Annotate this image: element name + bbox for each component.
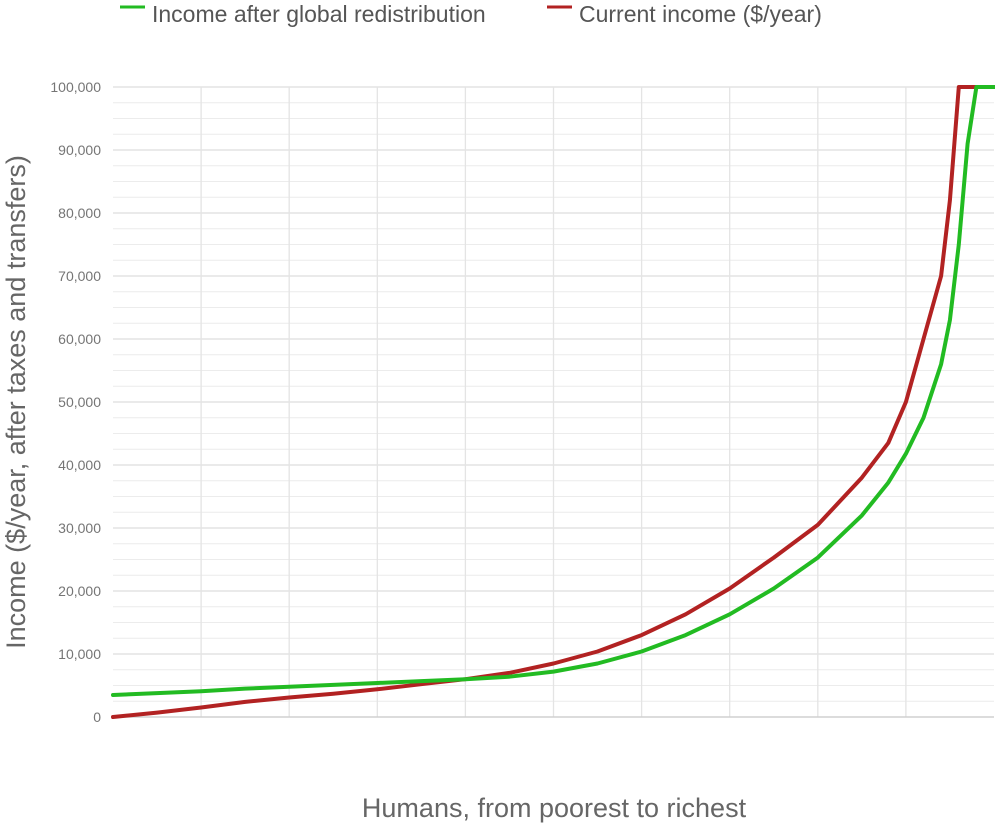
series-line-current: [111, 85, 995, 719]
legend: Income after global redistribution Curre…: [120, 1, 822, 27]
legend-label-redistribution: Income after global redistribution: [152, 1, 486, 27]
y-tick-label: 100,000: [50, 79, 101, 95]
y-tick-label: 40,000: [58, 457, 101, 473]
y-tick-label: 10,000: [58, 646, 101, 662]
series-lines: [111, 85, 995, 719]
y-tick-label: 80,000: [58, 205, 101, 221]
y-tick-label: 50,000: [58, 394, 101, 410]
series-line-redistribution: [111, 85, 995, 697]
y-tick-label: 30,000: [58, 520, 101, 536]
y-tick-label: 70,000: [58, 268, 101, 284]
y-tick-label: 60,000: [58, 331, 101, 347]
gridlines: [113, 86, 994, 718]
y-tick-label: 20,000: [58, 583, 101, 599]
x-axis-title: Humans, from poorest to richest: [362, 793, 747, 823]
y-axis-title: Income ($/year, after taxes and transfer…: [1, 155, 31, 649]
y-axis-ticks: 0 10,000 20,000 30,000 40,000 50,000 60,000 70,…: [50, 79, 101, 725]
y-tick-label: 0: [93, 709, 101, 725]
legend-label-current: Current income ($/year): [579, 1, 822, 27]
y-tick-label: 90,000: [58, 142, 101, 158]
